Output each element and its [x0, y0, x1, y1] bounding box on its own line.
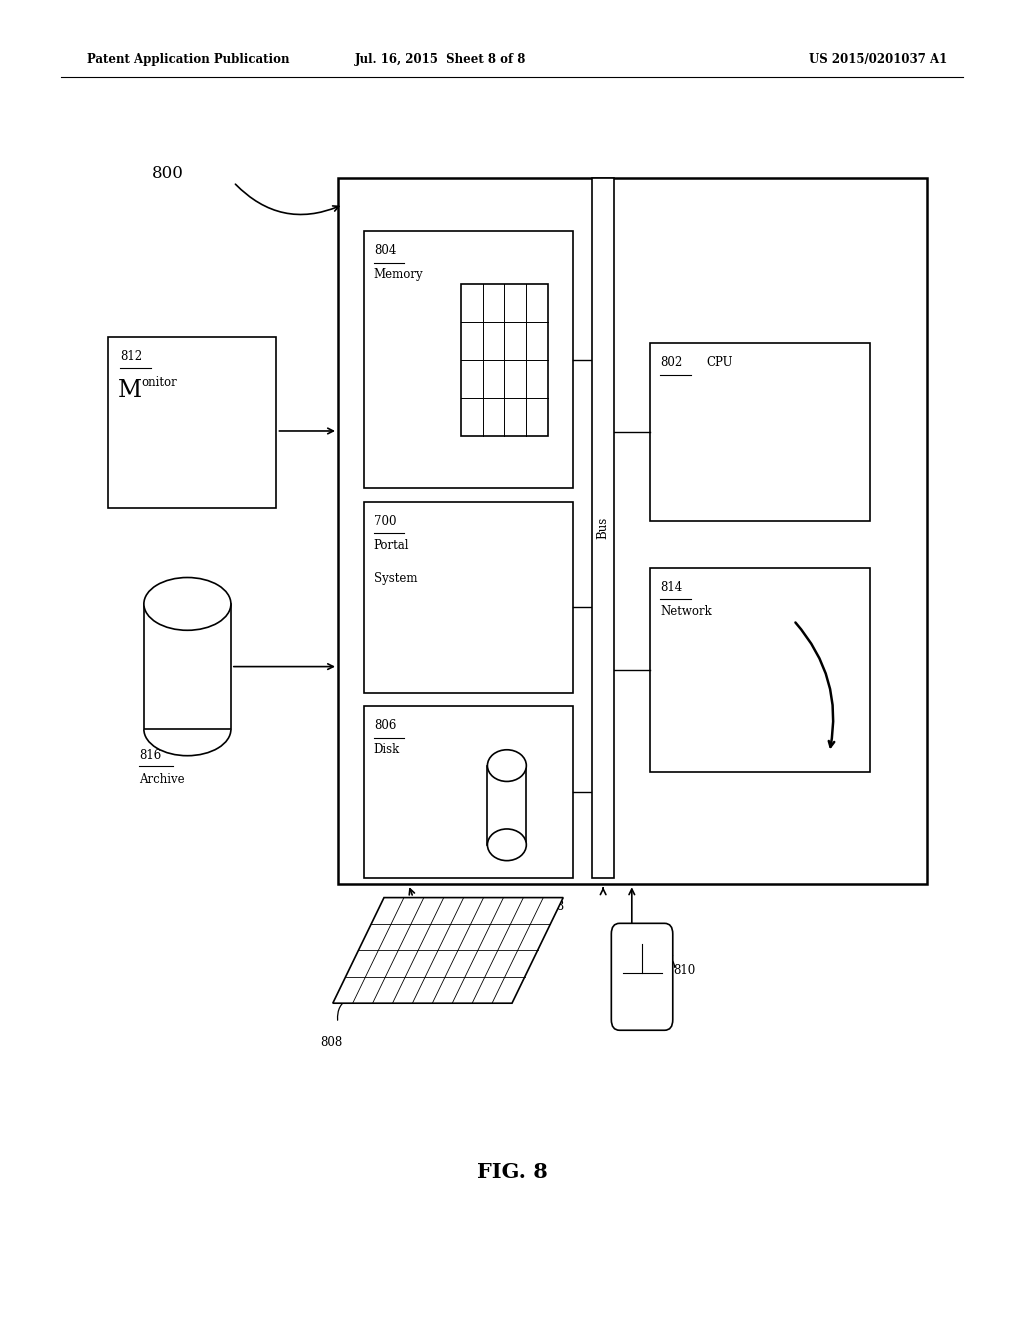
Text: 812: 812	[120, 350, 142, 363]
Polygon shape	[333, 898, 563, 1003]
Ellipse shape	[487, 750, 526, 781]
Bar	[364, 706, 573, 878]
Text: 806: 806	[374, 719, 396, 733]
Text: 818: 818	[543, 900, 565, 913]
Bar	[461, 284, 548, 436]
Text: FIG. 8: FIG. 8	[476, 1162, 548, 1181]
Text: System: System	[374, 572, 417, 585]
Text: 804: 804	[374, 244, 396, 257]
Ellipse shape	[143, 578, 231, 631]
Text: US 2015/0201037 A1: US 2015/0201037 A1	[809, 53, 947, 66]
Text: Jul. 16, 2015  Sheet 8 of 8: Jul. 16, 2015 Sheet 8 of 8	[354, 53, 526, 66]
Bar	[364, 502, 573, 693]
Text: CPU: CPU	[707, 356, 733, 370]
Bar	[592, 178, 614, 878]
Text: Memory: Memory	[374, 268, 423, 281]
Text: onitor: onitor	[141, 376, 177, 389]
Bar	[650, 343, 870, 521]
Ellipse shape	[487, 829, 526, 861]
FancyBboxPatch shape	[611, 924, 673, 1030]
Bar	[650, 568, 870, 772]
Text: 800: 800	[152, 165, 183, 182]
Text: 816: 816	[138, 750, 161, 762]
Text: M: M	[118, 379, 142, 401]
Text: 810: 810	[673, 964, 695, 977]
Text: Patent Application Publication: Patent Application Publication	[87, 53, 290, 66]
Bar	[338, 178, 927, 884]
Text: 814: 814	[660, 581, 683, 594]
Text: 700: 700	[374, 515, 396, 528]
Text: Network: Network	[660, 605, 713, 618]
Bar	[364, 231, 573, 488]
Bar	[487, 766, 526, 845]
Bar	[108, 337, 276, 508]
Text: Bus: Bus	[597, 517, 609, 539]
Text: Disk: Disk	[374, 743, 400, 756]
Text: 808: 808	[321, 1036, 343, 1049]
Text: 802: 802	[660, 356, 683, 370]
Text: Portal: Portal	[374, 539, 410, 552]
Bar	[143, 605, 230, 729]
Text: Archive: Archive	[138, 774, 184, 785]
